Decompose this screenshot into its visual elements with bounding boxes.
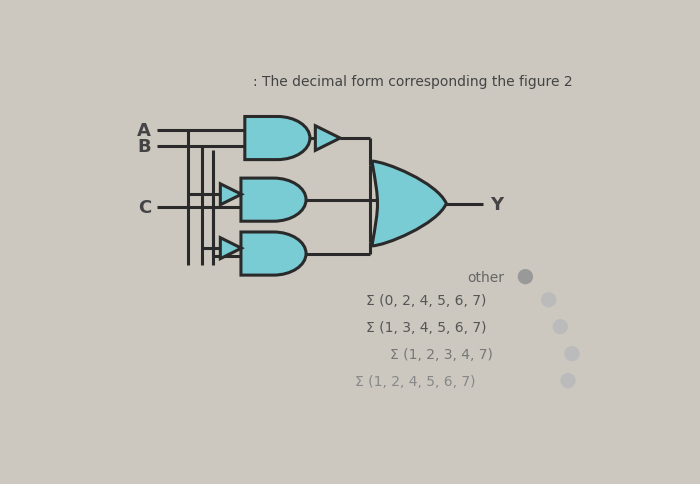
Text: Σ (0, 2, 4, 5, 6, 7): Σ (0, 2, 4, 5, 6, 7) xyxy=(367,293,487,307)
Circle shape xyxy=(553,320,567,334)
Text: C: C xyxy=(138,199,151,217)
Circle shape xyxy=(565,347,579,361)
Text: A: A xyxy=(137,122,151,140)
PathPatch shape xyxy=(241,179,306,222)
Polygon shape xyxy=(220,238,241,259)
Text: other: other xyxy=(468,270,504,284)
Circle shape xyxy=(519,270,533,284)
Text: : The decimal form corresponding the figure 2: : The decimal form corresponding the fig… xyxy=(253,75,573,89)
Circle shape xyxy=(561,374,575,388)
PathPatch shape xyxy=(372,162,447,246)
Circle shape xyxy=(542,293,556,307)
Text: Σ (1, 2, 3, 4, 7): Σ (1, 2, 3, 4, 7) xyxy=(390,347,493,361)
Text: Σ (1, 2, 4, 5, 6, 7): Σ (1, 2, 4, 5, 6, 7) xyxy=(355,374,475,388)
Polygon shape xyxy=(315,126,340,151)
Text: Σ (1, 3, 4, 5, 6, 7): Σ (1, 3, 4, 5, 6, 7) xyxy=(367,320,487,334)
PathPatch shape xyxy=(245,117,310,160)
Polygon shape xyxy=(220,184,241,205)
Text: Y: Y xyxy=(491,195,503,213)
PathPatch shape xyxy=(241,232,306,275)
Text: B: B xyxy=(137,137,151,155)
